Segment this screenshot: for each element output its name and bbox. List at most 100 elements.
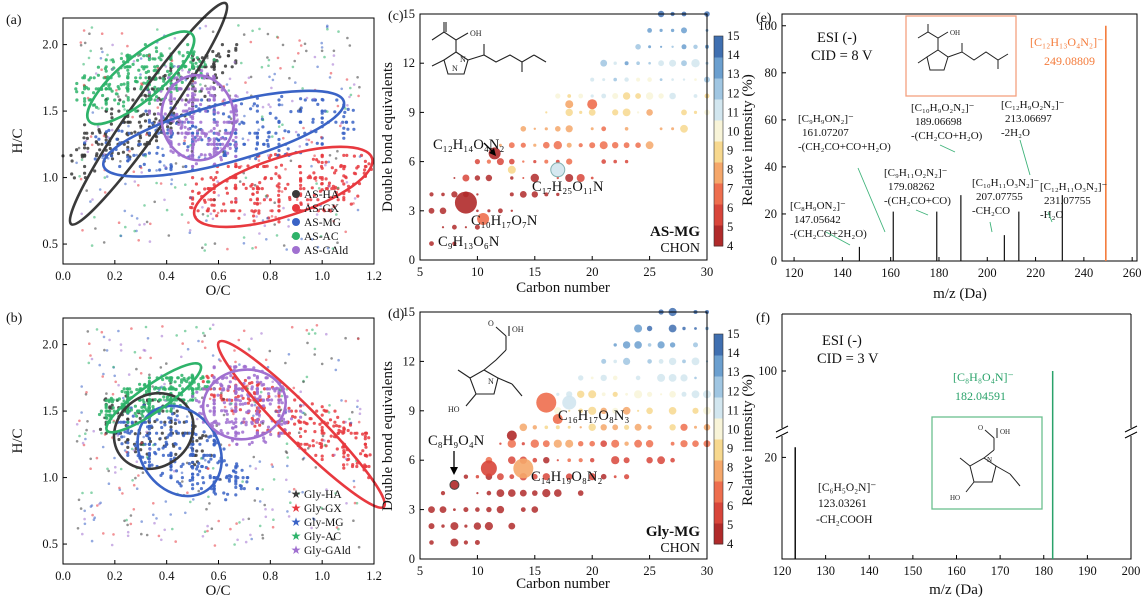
pa-point [321, 98, 325, 102]
pb-point [334, 424, 338, 428]
pa-point [253, 209, 257, 213]
pb-point [126, 438, 130, 442]
pb-point [222, 447, 226, 451]
pa-point [234, 162, 238, 166]
panel-f-ytick-label: 100 [758, 364, 777, 378]
pa-point [319, 235, 323, 238]
pb-point [194, 397, 197, 400]
pa-point [212, 110, 216, 114]
pa-point [221, 71, 225, 75]
pa-point [228, 77, 232, 81]
pa-point [267, 103, 271, 106]
pc-bubble [612, 109, 619, 116]
pa-point [191, 131, 195, 135]
pa-point [228, 146, 232, 150]
pa-point [195, 134, 199, 138]
pb-point [363, 434, 367, 439]
pa-point [75, 148, 79, 152]
axis-break [775, 425, 1138, 439]
pd-bubble [647, 359, 652, 364]
pb-point [245, 480, 249, 484]
pb-point [125, 450, 128, 454]
pd-colorbar-tick: 8 [727, 461, 733, 475]
pa-point [83, 141, 87, 145]
pc-bubble [612, 93, 619, 99]
pb-point [189, 452, 193, 456]
pb-point [203, 385, 207, 389]
pa-point [324, 163, 327, 167]
pb-point [364, 431, 369, 435]
pb-point [234, 391, 238, 396]
pb-point [234, 493, 238, 497]
pb-point [272, 518, 275, 521]
pb-point [237, 387, 241, 391]
pb-point [239, 487, 243, 491]
pb-point [171, 527, 174, 531]
pa-point [84, 139, 88, 143]
pd-bubble [692, 407, 699, 414]
pb-point [110, 403, 114, 407]
pb-point [198, 442, 202, 446]
pb-point [161, 409, 165, 413]
pa-point [345, 153, 349, 157]
pb-point [175, 409, 179, 413]
panel-f-frag-loss: -CH₂COOH [816, 514, 872, 526]
pa-point [210, 203, 214, 207]
pc-colorbar-segment [714, 120, 723, 142]
pa-ytick-label: 2.0 [42, 38, 58, 52]
pa-point [143, 43, 147, 47]
pd-bubble [624, 474, 630, 480]
pb-point [219, 393, 223, 397]
pb-point [126, 523, 129, 527]
pa-point [263, 224, 267, 227]
svg-text:HO: HO [950, 494, 960, 502]
pa-point [124, 182, 127, 186]
pd-bubble [624, 424, 630, 430]
pa-point [320, 46, 324, 49]
pa-point [334, 120, 338, 124]
pb-point [198, 469, 202, 473]
pb-point [143, 460, 147, 465]
pa-point [215, 214, 219, 218]
pa-point [336, 186, 340, 190]
pb-point [212, 387, 216, 391]
pb-point [224, 476, 229, 480]
pa-point [138, 76, 142, 80]
pb-point [364, 445, 368, 449]
pa-point [139, 126, 142, 130]
pa-point [349, 86, 352, 90]
pd-bubble [577, 490, 584, 496]
pc-bubble [589, 142, 596, 149]
pa-point [209, 198, 213, 202]
pb-point [234, 398, 238, 402]
pa-point [324, 187, 328, 191]
pb-point [259, 380, 263, 384]
pd-bubble [588, 423, 596, 431]
pa-point [196, 191, 200, 195]
pb-point [223, 405, 227, 409]
pa-point [245, 91, 249, 94]
pb-point [147, 376, 151, 380]
pb-point [342, 455, 346, 459]
pa-point [204, 243, 207, 246]
pa-point [209, 142, 214, 146]
panel-d-label: (d) [388, 307, 405, 322]
pa-point [227, 115, 231, 119]
pc-bubble [578, 93, 584, 99]
pc-colorbar-tick: 7 [727, 182, 733, 196]
pa-point [166, 69, 170, 73]
pb-point [342, 466, 346, 470]
pa-point [110, 107, 114, 111]
panel-f-xtick-label: 160 [947, 564, 966, 578]
pb-point [199, 457, 203, 460]
pa-point [277, 125, 281, 128]
pb-legend-label: Gly-GX [304, 503, 342, 515]
pb-point [357, 337, 360, 341]
pa-legend-marker [292, 204, 300, 212]
pa-point [191, 117, 195, 121]
pb-point [267, 392, 271, 396]
pa-point [212, 147, 216, 151]
pb-point [230, 420, 234, 424]
pb-point [151, 405, 155, 409]
pb-point [169, 382, 172, 385]
